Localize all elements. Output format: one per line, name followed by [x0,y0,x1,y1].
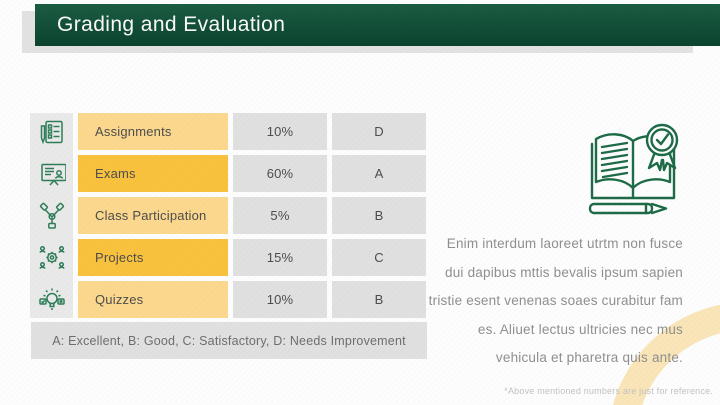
header-bar: Grading and Evaluation [35,4,720,46]
category-cell: Exams [78,155,228,192]
participation-icon [30,197,73,234]
table-row: Quizzes 10% B [30,281,427,318]
assignments-icon [30,113,73,150]
grade-cell: B [332,281,426,318]
icon-column [30,113,73,318]
weight-cell: 60% [233,155,327,192]
category-cell: Assignments [78,113,228,150]
reference-footnote: *Above mentioned numbers are just for re… [504,386,713,396]
category-cell: Class Participation [78,197,228,234]
table-row: Class Participation 5% B [30,197,427,234]
projects-icon [30,239,73,276]
grade-cell: B [332,197,426,234]
category-cell: Quizzes [78,281,228,318]
weight-cell: 15% [233,239,327,276]
weight-cell: 10% [233,113,327,150]
table-row: Assignments 10% D [30,113,427,150]
description-text: Enim interdum laoreet utrtm non fusce du… [428,236,683,365]
grade-cell: C [332,239,426,276]
table-row: Exams 60% A [30,155,427,192]
category-cell: Projects [78,239,228,276]
grade-cell: A [332,155,426,192]
quizzes-icon [30,281,73,318]
weight-cell: 10% [233,281,327,318]
grade-cell: D [332,113,426,150]
grading-table: Assignments 10% D Exams 60% A Class Part… [30,113,427,359]
weight-cell: 5% [233,197,327,234]
grade-legend: A: Excellent, B: Good, C: Satisfactory, … [31,322,427,359]
page-title: Grading and Evaluation [57,13,286,36]
table-row: Projects 15% C [30,239,427,276]
exams-icon [30,155,73,192]
book-award-icon [578,116,688,216]
